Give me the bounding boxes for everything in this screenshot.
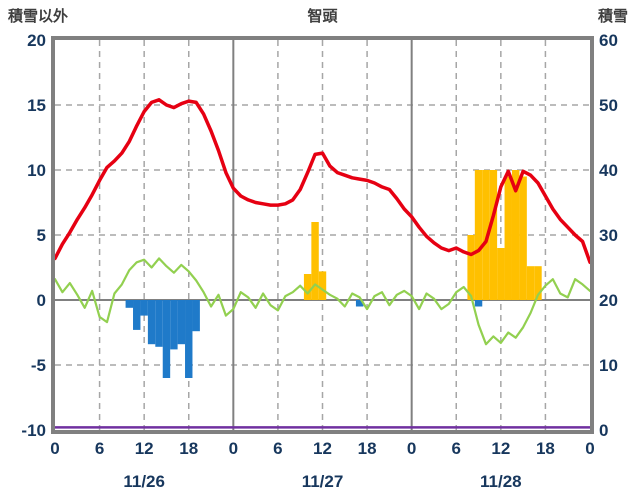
right-axis-tick-label: 60	[599, 31, 618, 50]
blue-bar	[355, 300, 364, 307]
right-axis-tick-label: 40	[599, 161, 618, 180]
right-axis-tick-label: 30	[599, 226, 618, 245]
x-axis-tick-label: 12	[313, 439, 332, 458]
blue-bar	[177, 300, 186, 345]
blue-bar	[147, 300, 156, 345]
day-label: 11/28	[480, 472, 522, 491]
yellow-bar	[318, 271, 327, 300]
yellow-bar	[474, 170, 483, 300]
yellow-bar	[511, 170, 520, 300]
yellow-bar	[303, 274, 312, 300]
left-axis-title: 積雪以外	[8, 8, 69, 25]
left-axis-tick-label: 10	[27, 161, 46, 180]
yellow-bar	[482, 170, 490, 300]
left-axis-tick-label: 0	[37, 291, 46, 310]
blue-bar	[155, 300, 163, 347]
left-axis-tick-label: -5	[31, 356, 46, 375]
blue-bar	[170, 300, 178, 350]
x-axis-tick-label: 18	[536, 439, 555, 458]
x-axis-tick-label: 18	[179, 439, 198, 458]
station-title: 智頭	[307, 8, 338, 25]
blue-bar	[133, 300, 141, 330]
left-axis-tick-label: -10	[21, 421, 46, 440]
yellow-bar	[519, 176, 527, 300]
blue-bar	[162, 300, 171, 378]
x-axis-tick-label: 6	[273, 439, 282, 458]
x-axis-tick-label: 18	[358, 439, 377, 458]
blue-bar	[185, 300, 193, 378]
yellow-bar	[497, 248, 505, 300]
x-axis-tick-label: 0	[407, 439, 416, 458]
x-axis-tick-label: 12	[135, 439, 154, 458]
blue-bar	[140, 300, 148, 316]
x-axis-tick-label: 12	[491, 439, 510, 458]
x-axis-tick-label: 6	[95, 439, 104, 458]
x-axis-tick-label: 0	[50, 439, 59, 458]
right-axis-tick-label: 10	[599, 356, 618, 375]
blue-bar	[474, 300, 483, 307]
left-axis-tick-label: 5	[37, 226, 46, 245]
right-axis-tick-label: 0	[599, 421, 608, 440]
yellow-bar	[467, 235, 475, 300]
x-axis-tick-label: 6	[452, 439, 461, 458]
right-axis-tick-label: 50	[599, 96, 618, 115]
green-line	[53, 257, 592, 346]
day-label: 11/26	[123, 472, 165, 491]
yellow-bar	[504, 176, 512, 300]
x-axis-tick-label: 0	[585, 439, 594, 458]
left-axis-tick-label: 20	[27, 31, 46, 50]
left-axis-tick-label: 15	[27, 96, 46, 115]
right-axis-tick-label: 20	[599, 291, 618, 310]
red-line	[53, 98, 592, 265]
blue-bar	[125, 300, 134, 308]
blue-bar	[192, 300, 200, 332]
x-axis-tick-label: 0	[229, 439, 238, 458]
yellow-bar	[526, 266, 535, 300]
plot-frame	[51, 36, 594, 434]
yellow-bar	[534, 266, 542, 300]
yellow-bar	[311, 222, 319, 300]
yellow-bar	[489, 170, 498, 300]
day-label: 11/27	[302, 472, 344, 491]
right-axis-title: 積雪	[597, 8, 628, 25]
